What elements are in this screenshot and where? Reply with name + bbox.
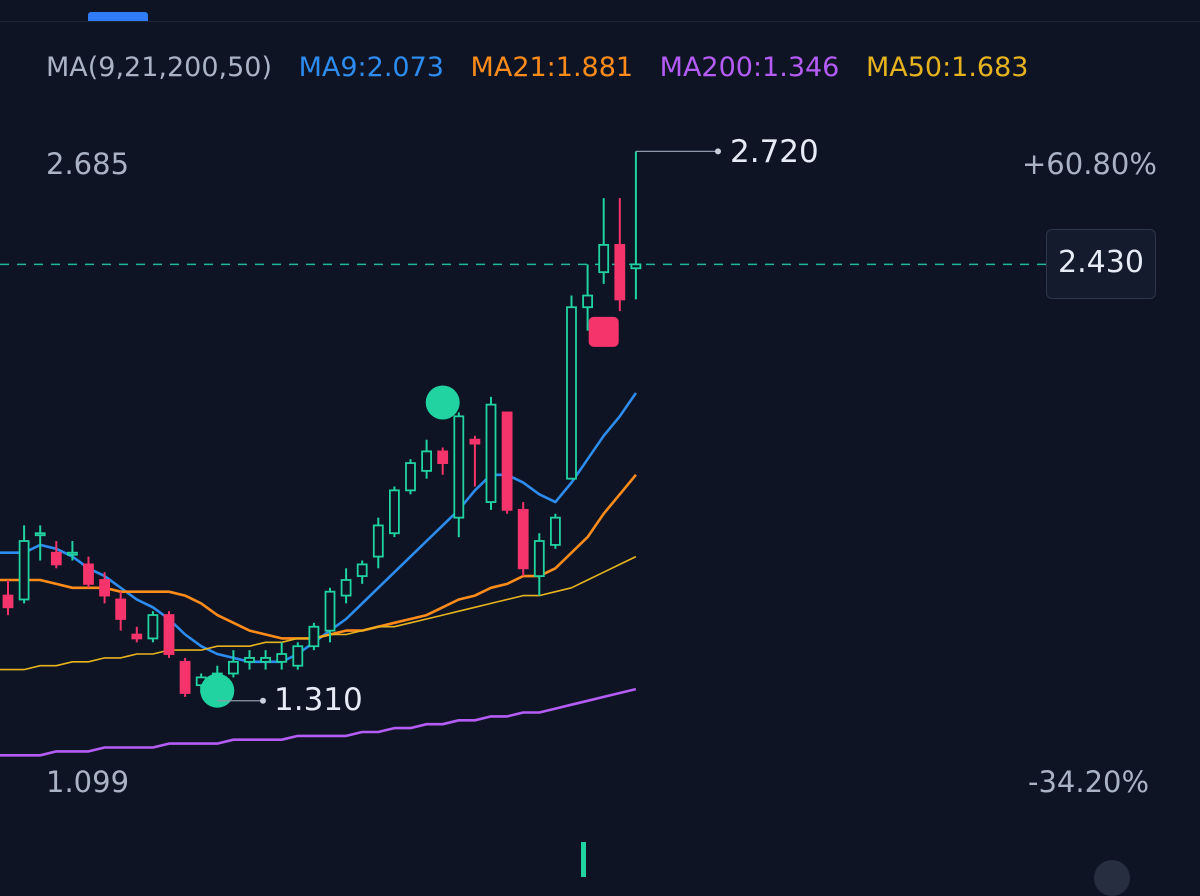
volume-bar: [581, 842, 586, 877]
candle-body: [67, 551, 78, 556]
candle-body: [292, 645, 304, 667]
ma-legend-title: MA(9,21,200,50): [46, 52, 273, 83]
candle-body: [485, 403, 497, 503]
candle-body: [244, 657, 255, 663]
candle-body: [131, 633, 143, 640]
candle-body: [50, 551, 62, 566]
candle-body: [324, 590, 336, 632]
current-price-tag[interactable]: 2.430: [1046, 229, 1156, 299]
candle-body: [115, 598, 127, 620]
candle-body: [34, 532, 46, 537]
candle-body: [582, 294, 593, 309]
candle-body: [566, 306, 577, 480]
candle-body: [356, 563, 368, 577]
axis-top-price: 2.685: [46, 147, 130, 181]
sell-signal-marker: [588, 316, 619, 347]
candle-body: [227, 660, 239, 675]
candle-body: [614, 243, 626, 301]
corner-button[interactable]: [1094, 860, 1130, 896]
low-pointer-dot: [260, 697, 266, 704]
high-pointer-dot: [715, 148, 721, 155]
candle-body: [533, 540, 545, 577]
candle-body: [550, 516, 561, 546]
ma9-line: [0, 392, 637, 664]
axis-bottom-percent: -34.20%: [1028, 765, 1150, 799]
buy-signal-marker: [200, 673, 235, 708]
candle-body: [147, 614, 159, 640]
candle-body: [260, 657, 272, 663]
candle-body: [630, 263, 642, 270]
low-label: 1.310: [274, 682, 363, 718]
ma-legend: MA(9,21,200,50) MA9:2.073 MA21:1.881 MA2…: [46, 52, 1046, 83]
ma200-line: [0, 687, 637, 757]
candle-body: [598, 243, 610, 274]
axis-top-percent: +60.80%: [1022, 147, 1157, 181]
candlestick-chart[interactable]: [0, 0, 1200, 877]
header-divider: [0, 21, 1200, 22]
ma50-line: [0, 555, 637, 671]
active-tab-indicator[interactable]: [88, 12, 148, 21]
candle-body: [340, 579, 352, 597]
candle-body: [276, 653, 288, 663]
candle-body: [18, 540, 30, 601]
candle-body: [388, 489, 400, 535]
ma50-legend: MA50:1.683: [865, 52, 1029, 83]
ma200-legend: MA200:1.346: [659, 52, 840, 83]
candle-body: [308, 625, 320, 648]
candle-body: [517, 508, 529, 570]
candle-body: [372, 524, 384, 558]
buy-signal-marker: [425, 385, 460, 420]
candle-body: [469, 438, 481, 445]
candle-body: [437, 450, 449, 464]
ma21-legend: MA21:1.881: [470, 52, 634, 83]
axis-bottom-price: 1.099: [46, 765, 130, 799]
candle-body: [2, 594, 14, 609]
candle-body: [163, 614, 175, 655]
candle-body: [405, 462, 416, 492]
candle-body: [453, 415, 465, 519]
candle-body: [179, 660, 191, 694]
high-label: 2.720: [730, 134, 819, 170]
candle-body: [501, 411, 513, 511]
candle-body: [83, 563, 94, 585]
candle-body: [99, 579, 110, 597]
ma9-legend: MA9:2.073: [298, 52, 444, 83]
candle-body: [421, 450, 433, 472]
